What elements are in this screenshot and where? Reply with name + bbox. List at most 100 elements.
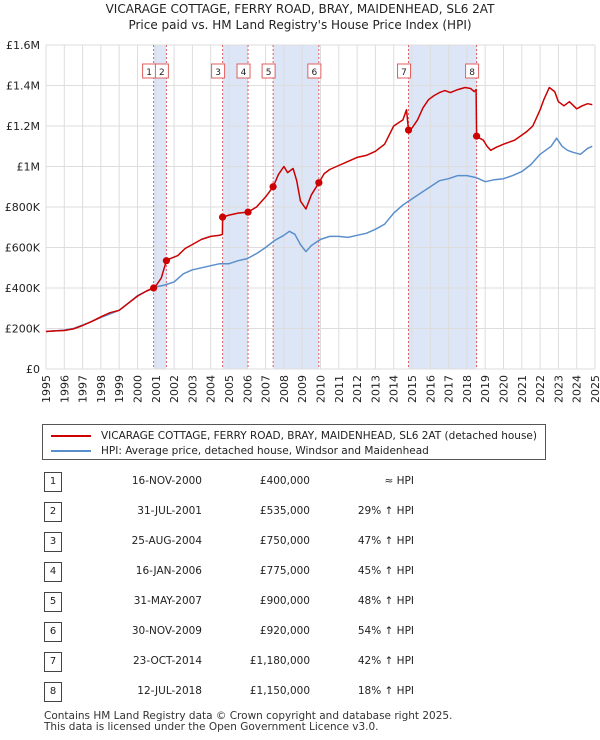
y-tick-label: £800K (5, 201, 41, 214)
sale-row: 1 16-NOV-2000 £400,000 ≈ HPI (44, 472, 564, 492)
x-tick-label: 2006 (241, 375, 254, 403)
x-tick-label: 2019 (479, 375, 492, 403)
x-tick-label: 1996 (58, 375, 71, 403)
y-tick-label: £1M (17, 161, 41, 174)
sale-label-number: 4 (241, 68, 247, 78)
sale-hpi-relation: 45% ↑ HPI (357, 565, 414, 577)
x-tick-label: 2020 (498, 375, 511, 403)
legend-swatch-property (51, 435, 91, 437)
sale-row: 6 30-NOV-2009 £920,000 54% ↑ HPI (44, 622, 564, 642)
x-tick-label: 1999 (113, 375, 126, 403)
sale-number-badge: 5 (44, 592, 62, 612)
sale-date: 31-MAY-2007 (133, 595, 202, 607)
sale-number-badge: 1 (44, 472, 62, 492)
y-tick-label: £400K (5, 282, 41, 295)
sale-label-box (154, 63, 169, 79)
sale-marker (150, 284, 158, 292)
property-price-line (45, 86, 593, 333)
sale-marker (404, 126, 413, 134)
sale-label-number: 2 (159, 68, 165, 78)
sale-label-box (307, 63, 322, 79)
sale-row: 3 25-AUG-2004 £750,000 47% ↑ HPI (44, 532, 564, 552)
sale-marker (315, 179, 323, 187)
sale-date: 16-JAN-2006 (135, 565, 202, 577)
x-tick-label: 2014 (388, 375, 401, 403)
sale-marker (269, 183, 277, 191)
sale-marker (244, 208, 252, 216)
sale-hpi-relation: 29% ↑ HPI (357, 505, 414, 517)
legend-swatch-hpi (51, 450, 91, 452)
x-tick-label: 2008 (278, 375, 291, 403)
sale-number-badge: 4 (44, 562, 62, 582)
sale-row: 7 23-OCT-2014 £1,180,000 42% ↑ HPI (44, 652, 564, 672)
x-tick-label: 2017 (443, 375, 456, 403)
sale-date: 30-NOV-2009 (131, 625, 202, 637)
legend-label-hpi: HPI: Average price, detached house, Wind… (101, 445, 429, 457)
sale-hpi-relation: 54% ↑ HPI (357, 625, 414, 637)
x-tick-label: 2018 (461, 375, 474, 403)
x-tick-label: 2009 (296, 375, 309, 403)
sale-price: £775,000 (259, 565, 310, 577)
x-tick-label: 2011 (333, 375, 346, 403)
x-tick-label: 2010 (315, 375, 328, 403)
footer-line-1: Contains HM Land Registry data © Crown c… (44, 710, 453, 722)
sale-number-badge: 3 (44, 532, 62, 552)
sale-label-box (236, 63, 251, 79)
sale-label-number: 3 (215, 68, 221, 78)
chart-title-line2: Price paid vs. HM Land Registry's House … (128, 18, 471, 32)
chart-legend: VICARAGE COTTAGE, FERRY ROAD, BRAY, MAID… (42, 424, 546, 460)
sale-label-number: 1 (146, 68, 152, 78)
x-tick-label: 2003 (186, 375, 199, 403)
x-tick-label: 2022 (534, 375, 547, 403)
price-chart: VICARAGE COTTAGE, FERRY ROAD, BRAY, MAID… (5, 2, 600, 403)
sale-row: 8 12-JUL-2018 £1,150,000 18% ↑ HPI (44, 682, 564, 702)
legend-item-property: VICARAGE COTTAGE, FERRY ROAD, BRAY, MAID… (51, 429, 537, 443)
sale-price: £750,000 (259, 535, 310, 547)
sale-price: £920,000 (259, 625, 310, 637)
x-tick-label: 2007 (260, 375, 273, 403)
sale-hpi-relation: 42% ↑ HPI (357, 655, 414, 667)
sale-row: 5 31-MAY-2007 £900,000 48% ↑ HPI (44, 592, 564, 612)
sale-label-number: 7 (401, 68, 407, 78)
sale-label-number: 8 (469, 68, 475, 78)
sale-date: 12-JUL-2018 (137, 685, 202, 697)
sale-number-badge: 2 (44, 502, 62, 522)
sale-price: £535,000 (259, 505, 310, 517)
y-tick-label: £1.4M (6, 80, 40, 93)
sale-row: 4 16-JAN-2006 £775,000 45% ↑ HPI (44, 562, 564, 582)
x-tick-label: 2002 (168, 375, 181, 403)
x-tick-label: 2005 (223, 375, 236, 403)
sale-date: 25-AUG-2004 (131, 535, 202, 547)
y-tick-label: £1.2M (6, 120, 40, 133)
sale-hpi-relation: 48% ↑ HPI (357, 595, 414, 607)
chart-title-line1: VICARAGE COTTAGE, FERRY ROAD, BRAY, MAID… (106, 2, 495, 16)
sale-label-number: 5 (266, 68, 272, 78)
sale-label-box (465, 63, 480, 79)
sale-number-badge: 6 (44, 622, 62, 642)
sale-number-badge: 8 (44, 682, 62, 702)
x-tick-label: 2023 (552, 375, 565, 403)
sale-marker (218, 213, 227, 221)
sale-price: £1,180,000 (249, 655, 310, 667)
x-tick-label: 2004 (205, 375, 218, 403)
sale-hpi-relation: ≈ HPI (384, 475, 414, 487)
x-tick-label: 1997 (77, 375, 90, 403)
legend-item-hpi: HPI: Average price, detached house, Wind… (51, 444, 429, 458)
x-tick-label: 2024 (571, 375, 584, 403)
footer-attribution: Contains HM Land Registry data © Crown c… (44, 711, 452, 733)
sale-number-badge: 7 (44, 652, 62, 672)
sale-date: 23-OCT-2014 (133, 655, 202, 667)
sale-date: 16-NOV-2000 (131, 475, 202, 487)
x-tick-label: 2001 (150, 375, 163, 403)
x-tick-label: 2000 (132, 375, 145, 403)
sale-price: £400,000 (259, 475, 310, 487)
sale-hpi-relation: 47% ↑ HPI (357, 535, 414, 547)
x-tick-label: 2016 (424, 375, 437, 403)
sale-label-box (211, 63, 226, 79)
sale-row: 2 31-JUL-2001 £535,000 29% ↑ HPI (44, 502, 564, 522)
sale-price: £900,000 (259, 595, 310, 607)
sale-marker (162, 257, 171, 265)
sale-marker (472, 132, 481, 140)
sale-date: 31-JUL-2001 (137, 505, 202, 517)
footer-line-2: This data is licensed under the Open Gov… (44, 721, 379, 733)
